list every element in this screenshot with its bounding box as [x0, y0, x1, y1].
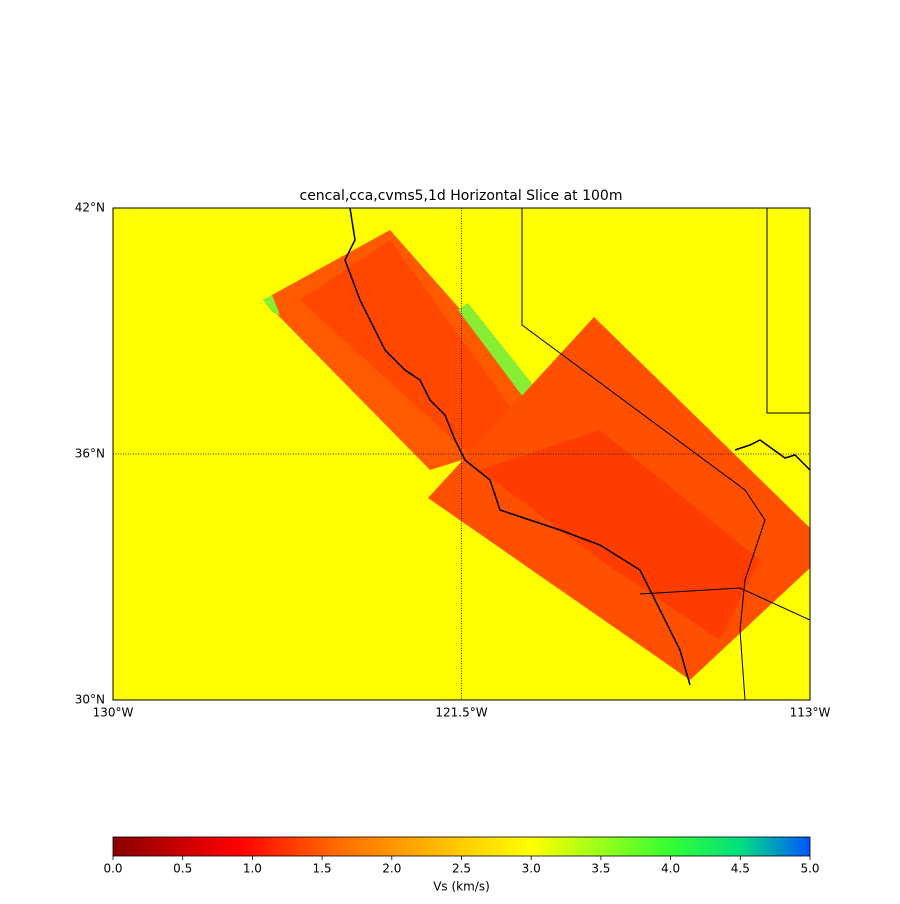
colorbar [112, 836, 811, 857]
country-border [639, 587, 810, 621]
basin-region [300, 240, 520, 455]
y-tick-label: 42°N [75, 201, 105, 215]
state-border [766, 208, 810, 414]
colorbar-tick-label: 2.0 [382, 862, 401, 876]
x-tick-label: 121.5°W [435, 706, 487, 720]
x-tick-label: 113°W [790, 706, 831, 720]
colorbar-tick-label: 3.0 [522, 862, 541, 876]
colorbar-tick-label: 0.0 [103, 862, 122, 876]
colorbar-tick-label: 1.0 [243, 862, 262, 876]
colorbar-tick-label: 4.5 [731, 862, 750, 876]
colorbar-tick-label: 1.5 [313, 862, 332, 876]
x-tick-label: 130°W [93, 706, 134, 720]
colorbar-tick-label: 2.5 [452, 862, 471, 876]
y-tick-label: 36°N [75, 447, 105, 461]
y-tick-label: 30°N [75, 693, 105, 707]
colorbar-tick-label: 5.0 [800, 862, 819, 876]
colorbar-tick-label: 3.5 [591, 862, 610, 876]
colorbar-label: Vs (km/s) [433, 880, 490, 894]
colorbar-tick-label: 4.0 [661, 862, 680, 876]
high-velocity-patch [263, 295, 280, 315]
cca-basin [480, 430, 760, 640]
coastline [344, 208, 691, 686]
map-title: cencal,cca,cvms5,1d Horizontal Slice at … [300, 188, 623, 204]
colorbar-tick-label: 0.5 [173, 862, 192, 876]
state-border [521, 208, 766, 700]
river [734, 439, 810, 471]
